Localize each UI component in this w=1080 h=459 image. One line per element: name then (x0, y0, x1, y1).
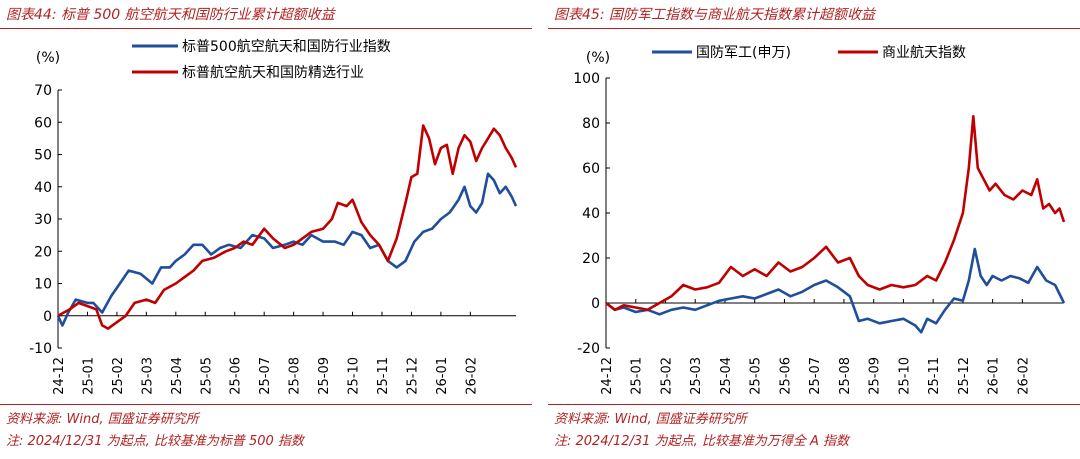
x-tick-label: 25-10 (897, 357, 912, 395)
y-tick-label: 50 (34, 148, 52, 164)
x-tick-label: 24-12 (600, 357, 615, 395)
chart-45: -20 0 20 40 60 80 100 24-12 25-01 25-02 25-03 25-04… (573, 45, 1066, 395)
y-tick-label: 40 (582, 206, 600, 222)
source-note: 资料来源: Wind, 国盛证券研究所 (554, 412, 747, 427)
y-tick-label: 40 (34, 180, 52, 196)
title-rule (548, 28, 1080, 29)
title-rule (0, 28, 532, 29)
x-tick-label: 25-11 (376, 357, 391, 395)
x-tick-label: 25-07 (808, 357, 823, 395)
x-tick-label: 25-10 (347, 357, 362, 395)
figure-title: 图表45: 国防军工指数与商业航天指数累计超额收益 (554, 7, 875, 23)
chart-panel-right: 图表45: 国防军工指数与商业航天指数累计超额收益 -20 0 20 40 60 80 10… (548, 0, 1080, 459)
x-tick-label: 25-01 (630, 357, 645, 395)
footer-rule (0, 404, 532, 405)
footnote: 注: 2024/12/31 为起点, 比较基准为万得全 A 指数 (554, 434, 849, 449)
x-tick-label: 25-02 (659, 357, 674, 395)
chart-44: -10 0 10 20 30 40 50 60 70 24-12 25-01 25-02 25-03 25… (29, 39, 518, 395)
legend-label: 标普航空航天和国防精选行业 (182, 65, 364, 81)
x-tick-label: 25-07 (258, 357, 273, 395)
x-tick-label: 25-09 (317, 357, 332, 395)
x-tick-label: 25-12 (405, 357, 420, 395)
x-tick-label: 25-06 (778, 357, 793, 395)
x-tick-label: 25-06 (229, 357, 244, 395)
x-tick-label: 25-01 (81, 357, 96, 395)
footer-rule (548, 404, 1080, 405)
y-tick-label: -20 (577, 341, 600, 357)
y-tick-label: 70 (34, 83, 52, 99)
x-tick-label: 25-09 (868, 357, 883, 395)
y-tick-label: 0 (43, 309, 52, 325)
y-tick-label: 60 (34, 115, 52, 131)
y-axis-label: (%) (36, 50, 60, 66)
y-tick-label: 20 (582, 251, 600, 267)
x-tick-label: 25-05 (199, 357, 214, 395)
footnote: 注: 2024/12/31 为起点, 比较基准为标普 500 指数 (6, 434, 304, 449)
figure-title: 图表44: 标普 500 航空航天和国防行业累计超额收益 (6, 7, 335, 23)
series-line-1 (605, 247, 1066, 334)
x-tick-label: 25-02 (111, 357, 126, 395)
x-tick-label: 25-03 (140, 357, 155, 395)
y-axis-label: (%) (586, 50, 610, 66)
legend-label: 国防军工(申万) (696, 45, 791, 61)
x-tick-label: 25-12 (957, 357, 972, 395)
legend-label: 标普500航空航天和国防行业指数 (182, 39, 391, 55)
y-tick-label: 10 (34, 277, 52, 293)
x-tick-label: 25-05 (749, 357, 764, 395)
source-note: 资料来源: Wind, 国盛证券研究所 (6, 412, 199, 427)
y-tick-label: -10 (29, 341, 52, 357)
x-tick-label: 24-12 (52, 357, 67, 395)
series-line-2 (605, 115, 1066, 312)
series-line-2 (57, 124, 518, 330)
y-tick-label: 20 (34, 244, 52, 260)
x-tick-label: 25-04 (719, 357, 734, 395)
x-tick-label: 26-01 (435, 357, 450, 395)
x-tick-label: 25-03 (689, 357, 704, 395)
y-tick-label: 100 (573, 71, 600, 87)
legend-label: 商业航天指数 (882, 45, 966, 61)
x-tick-label: 25-04 (170, 357, 185, 395)
x-tick-label: 26-01 (987, 357, 1002, 395)
x-tick-label: 25-08 (288, 357, 303, 395)
y-tick-label: 30 (34, 212, 52, 228)
x-tick-label: 25-11 (927, 357, 942, 395)
x-tick-label: 26-02 (1016, 357, 1031, 395)
y-tick-label: 60 (582, 161, 600, 177)
chart-panel-left: 图表44: 标普 500 航空航天和国防行业累计超额收益 -10 0 10 20 30 4… (0, 0, 532, 459)
y-tick-label: 0 (591, 296, 600, 312)
series-line-1 (56, 172, 518, 327)
x-tick-label: 25-08 (838, 357, 853, 395)
y-tick-label: 80 (582, 116, 600, 132)
x-tick-label: 26-02 (464, 357, 479, 395)
